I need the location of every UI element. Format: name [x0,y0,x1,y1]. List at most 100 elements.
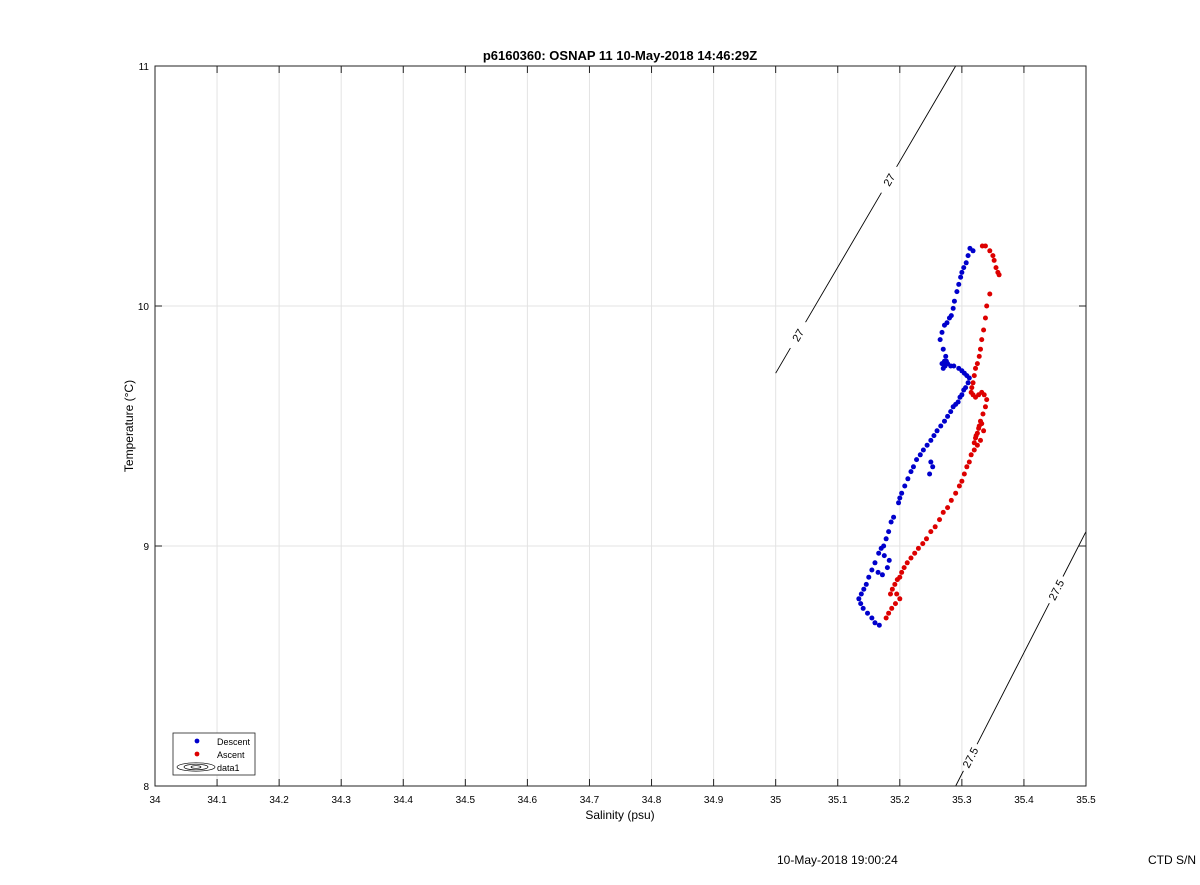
ascent-point [969,385,975,391]
descent-point [965,380,971,386]
ascent-point [892,601,898,607]
ascent-point [993,265,999,271]
ascent-point [887,591,893,597]
x-tick-label: 34.7 [580,795,600,806]
legend-descent-label: Descent [217,737,251,747]
descent-point [950,404,956,410]
legend-data1-label: data1 [217,763,240,773]
ascent-point [901,565,907,571]
descent-point [888,519,894,525]
ascent-point [968,452,974,458]
x-tick-label: 35.2 [890,795,910,806]
contour-label: 27.5 [961,746,981,771]
descent-point [861,586,867,592]
descent-point [878,545,884,551]
ascent-point [945,505,951,511]
descent-point [875,569,881,575]
descent-point [938,423,944,429]
descent-point [866,574,872,580]
descent-point [879,572,885,578]
plot-frame [154,65,1087,787]
legend-descent-marker [194,738,200,744]
legend[interactable]: Descent Ascent data1 [172,732,256,776]
descent-point [896,500,902,506]
ascent-point [920,541,926,547]
contour-label: 27 [791,327,808,344]
x-axis-label: Salinity (psu) [585,808,654,822]
descent-point [931,433,937,439]
descent-point [928,459,934,465]
ascent-point [979,337,985,343]
descent-point [957,394,963,400]
ascent-point [982,243,988,249]
grid [154,65,1087,787]
descent-point [941,322,947,328]
contour-label: 27.5 [1047,578,1067,603]
descent-point [917,452,923,458]
ascent-point [964,464,970,470]
ascent-point [889,586,895,592]
density-contours: 27 27 27.5 27.5 [775,65,1087,787]
descent-point [876,622,882,628]
footer-ctd-label: CTD S/N [1148,853,1196,867]
ascent-point [899,569,905,575]
y-tick-label: 10 [138,302,150,313]
ascent-point [990,253,996,259]
ascent-point [897,596,903,602]
x-tick-label: 34.1 [207,795,227,806]
ascent-point [980,411,986,417]
descent-point [908,469,914,475]
ascent-point [996,272,1002,278]
chart-title: p6160360: OSNAP 11 10-May-2018 14:46:29Z [483,48,757,63]
ascent-point [889,605,895,611]
descent-point [876,550,882,556]
descent-point [945,413,951,419]
descent-point [943,353,949,359]
descent-point [951,298,957,304]
x-tick-label: 34.6 [518,795,538,806]
descent-point [954,289,960,295]
descent-point [910,464,916,470]
ascent-point [928,529,934,535]
x-tick-label: 35.5 [1076,795,1096,806]
ascent-point [977,346,983,352]
ascent-point [953,490,959,496]
ascent-point [976,353,982,359]
ascent-point [959,478,965,484]
legend-ascent-label: Ascent [217,750,245,760]
ascent-point [981,327,987,333]
descent-point [956,281,962,287]
ascent-point [883,615,889,621]
descent-point [948,409,954,415]
descent-point [902,483,908,489]
ascent-point [976,425,982,431]
y-axis-label: Temperature (°C) [122,380,136,472]
x-tick-label: 34.4 [394,795,414,806]
descent-point [905,476,911,482]
x-tick-label: 35.3 [952,795,972,806]
descent-point [886,557,892,563]
ascent-point [987,248,993,254]
descent-point [959,269,965,275]
y-axis: 8 9 10 11 [138,62,1086,793]
x-tick-label: 35.1 [828,795,848,806]
footer-timestamp: 10-May-2018 19:00:24 [777,853,898,867]
ascent-point [981,428,987,434]
descent-point [924,442,930,448]
descent-point [958,274,964,280]
y-tick-label: 11 [139,62,150,73]
data-series [856,243,1002,628]
descent-point [946,315,952,321]
x-tick-label: 34.3 [331,795,351,806]
descent-point [961,265,967,271]
descent-point [970,248,976,254]
descent-point [865,610,871,616]
descent-point [858,591,864,597]
ascent-point [974,442,980,448]
x-tick-label: 34.5 [456,795,476,806]
x-tick-label: 34.8 [642,795,662,806]
ascent-point [923,536,929,542]
descent-point [897,495,903,501]
ascent-point [973,433,979,439]
